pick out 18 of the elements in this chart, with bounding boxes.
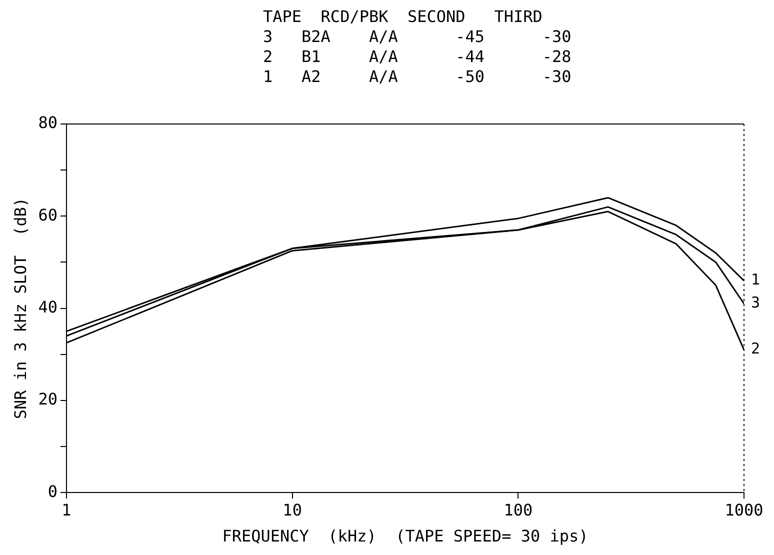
y-tick-label: 80 xyxy=(38,113,58,132)
y-tick-label: 20 xyxy=(38,390,58,409)
x-tick-label: 1000 xyxy=(724,500,764,520)
series-label: 1 xyxy=(751,270,760,289)
x-axis-title: FREQUENCY (kHz) (TAPE SPEED= 30 ips) xyxy=(222,526,588,546)
x-tick-label: 1 xyxy=(62,500,72,520)
y-tick-label: 40 xyxy=(38,297,58,316)
x-tick-label: 100 xyxy=(504,500,533,520)
y-tick-label: 0 xyxy=(48,482,58,501)
text: TAPE RCD/PBK SECOND THIRD xyxy=(263,7,542,26)
text: 3 B2A A/A -45 -30 xyxy=(263,27,572,46)
text: 1 A2 A/A -50 -30 xyxy=(263,67,572,86)
y-axis-title: SNR in 3 kHz SLOT (dB) xyxy=(10,198,30,420)
series-label: 3 xyxy=(751,294,760,312)
x-tick-label: 10 xyxy=(282,500,302,520)
series-label: 2 xyxy=(751,340,760,358)
y-tick-label: 60 xyxy=(38,205,58,224)
text: 2 B1 A/A -44 -28 xyxy=(263,47,572,66)
